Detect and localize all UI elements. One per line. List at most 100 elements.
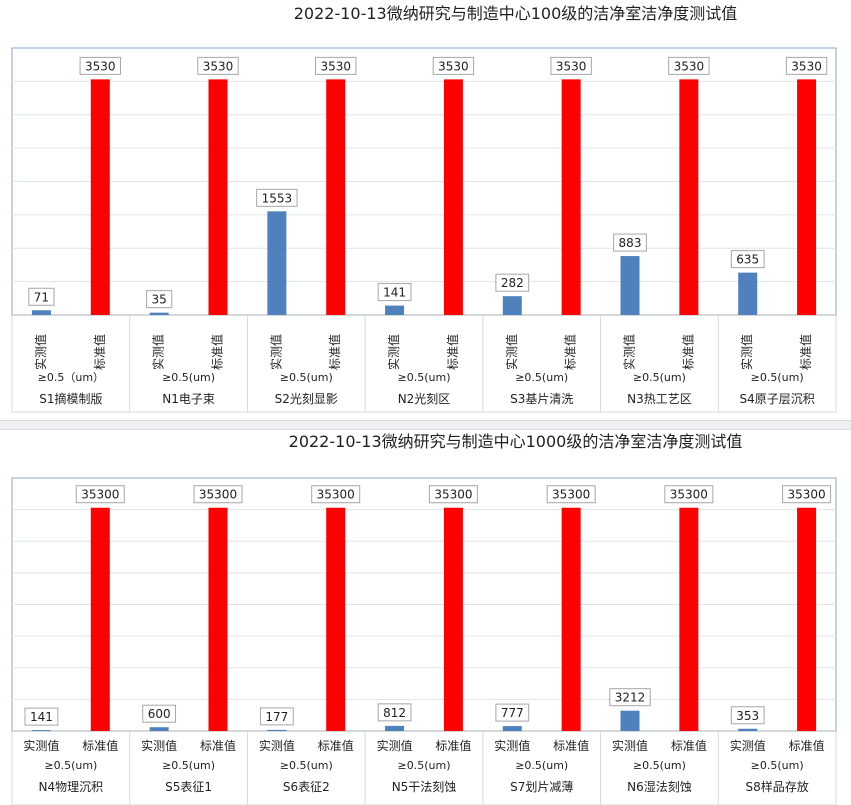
group-name-label: N2光刻区 — [398, 392, 451, 406]
bar-actual — [267, 211, 287, 315]
data-label: 71 — [34, 290, 49, 304]
data-label-box — [668, 56, 710, 75]
data-label-box — [142, 704, 177, 723]
data-label: 3530 — [85, 59, 116, 73]
particle-size-label: ≥0.5(um) — [398, 759, 451, 772]
category-label: 实测值 — [622, 334, 637, 370]
data-label-box — [75, 485, 125, 504]
particle-size-label: ≥0.5(um) — [751, 371, 804, 384]
bar-standard — [90, 79, 110, 315]
particle-size-label: ≥0.5(um) — [633, 371, 686, 384]
category-label: 标准值 — [553, 738, 589, 753]
category-label: 实测值 — [23, 738, 59, 753]
data-label-box — [495, 703, 530, 722]
data-label-box — [613, 233, 647, 252]
particle-size-label: ≥0.5(um) — [515, 759, 568, 772]
bar-actual — [267, 729, 287, 731]
data-label: 35300 — [81, 488, 119, 502]
category-label: 标准值 — [680, 334, 695, 370]
data-label-box — [785, 56, 828, 75]
category-label: 标准值 — [92, 334, 107, 370]
particle-size-label: ≥0.5(um) — [633, 759, 686, 772]
bar-standard — [679, 507, 699, 731]
bar-actual — [738, 272, 758, 315]
data-label-box — [24, 707, 59, 726]
group-name-label: S8样品存放 — [746, 779, 809, 794]
category-label: 标准值 — [210, 334, 225, 370]
category-label: 实测值 — [33, 334, 48, 370]
data-label-box — [146, 290, 173, 309]
data-label-box — [428, 485, 478, 504]
data-label-box — [377, 703, 412, 722]
data-label: 35 — [152, 293, 167, 307]
data-label-box — [315, 56, 357, 75]
bar-actual — [385, 305, 405, 315]
group-name-label: N6湿法刻蚀 — [627, 779, 692, 794]
bar-standard — [679, 79, 699, 315]
bar-standard — [208, 79, 228, 315]
group-name-label: N5干法刻蚀 — [392, 780, 457, 794]
data-label: 777 — [501, 706, 524, 720]
group-name-label: N1电子束 — [162, 392, 215, 406]
bar-actual — [31, 730, 51, 731]
data-label: 353 — [736, 709, 759, 723]
data-label-box — [550, 56, 592, 75]
data-label: 35300 — [552, 488, 590, 502]
bar-actual — [620, 256, 640, 315]
bar-actual — [502, 296, 522, 315]
data-label-box — [256, 188, 298, 207]
data-label-box — [546, 485, 596, 504]
data-label: 282 — [501, 276, 524, 290]
data-label: 141 — [383, 286, 406, 300]
data-label: 35300 — [199, 488, 237, 502]
data-label-box — [377, 283, 412, 302]
particle-size-label: ≥0.5(um) — [44, 759, 97, 772]
category-label: 实测值 — [141, 738, 177, 753]
category-label: 标准值 — [327, 334, 342, 370]
group-name-label: S7划片减薄 — [510, 779, 573, 794]
data-label: 177 — [265, 710, 288, 724]
data-label: 3212 — [615, 691, 646, 705]
category-label: 标准值 — [671, 738, 707, 753]
group-name-label: N3热工艺区 — [627, 392, 692, 406]
group-name-label: S3基片清洗 — [510, 392, 573, 406]
bar-standard — [326, 79, 346, 315]
data-label: 3530 — [438, 59, 469, 73]
chart-title: 2022-10-13微纳研究与制造中心1000级的洁净室洁净度测试值 — [288, 432, 743, 451]
category-label: 标准值 — [435, 738, 471, 753]
data-label: 3530 — [203, 59, 234, 73]
category-label: 标准值 — [445, 334, 460, 370]
category-label: 标准值 — [200, 738, 236, 753]
bar-actual — [31, 310, 51, 315]
particle-size-label: ≥0.5（um） — [38, 371, 104, 384]
data-label-box — [782, 485, 832, 504]
bar-actual — [620, 710, 640, 731]
group-name-label: S6表征2 — [283, 780, 330, 794]
data-label-box — [432, 56, 475, 75]
data-label-box — [495, 273, 530, 292]
category-label: 标准值 — [82, 738, 118, 753]
category-label: 实测值 — [268, 334, 283, 370]
category-label: 实测值 — [730, 738, 766, 753]
bar-actual — [385, 725, 405, 731]
data-label: 3530 — [674, 59, 705, 73]
data-label-box — [197, 56, 239, 75]
group-name-label: S5表征1 — [165, 780, 212, 794]
chart-panel-1000: 2022-10-13微纳研究与制造中心1000级的洁净室洁净度测试值 141 35… — [0, 428, 851, 805]
group-name-label: S4原子层沉积 — [740, 392, 815, 406]
data-label-box — [28, 287, 55, 306]
chart-title: 2022-10-13微纳研究与制造中心100级的洁净室洁净度测试值 — [293, 4, 738, 23]
data-label: 35300 — [434, 488, 472, 502]
particle-size-label: ≥0.5(um) — [398, 371, 451, 384]
data-label-box — [259, 707, 294, 726]
bar-standard — [561, 79, 581, 315]
category-label: 实测值 — [377, 738, 413, 753]
particle-size-label: ≥0.5(um) — [751, 759, 804, 772]
panel-divider — [0, 420, 851, 430]
chart-svg-1000: 141 35300 实测值 标准值 ≥0.5(um) N4物理沉积 600 35300 实测值 标… — [11, 477, 837, 805]
bar-standard — [90, 507, 110, 731]
data-label: 35300 — [787, 488, 825, 502]
data-label-box — [193, 485, 243, 504]
data-label: 635 — [736, 253, 759, 267]
